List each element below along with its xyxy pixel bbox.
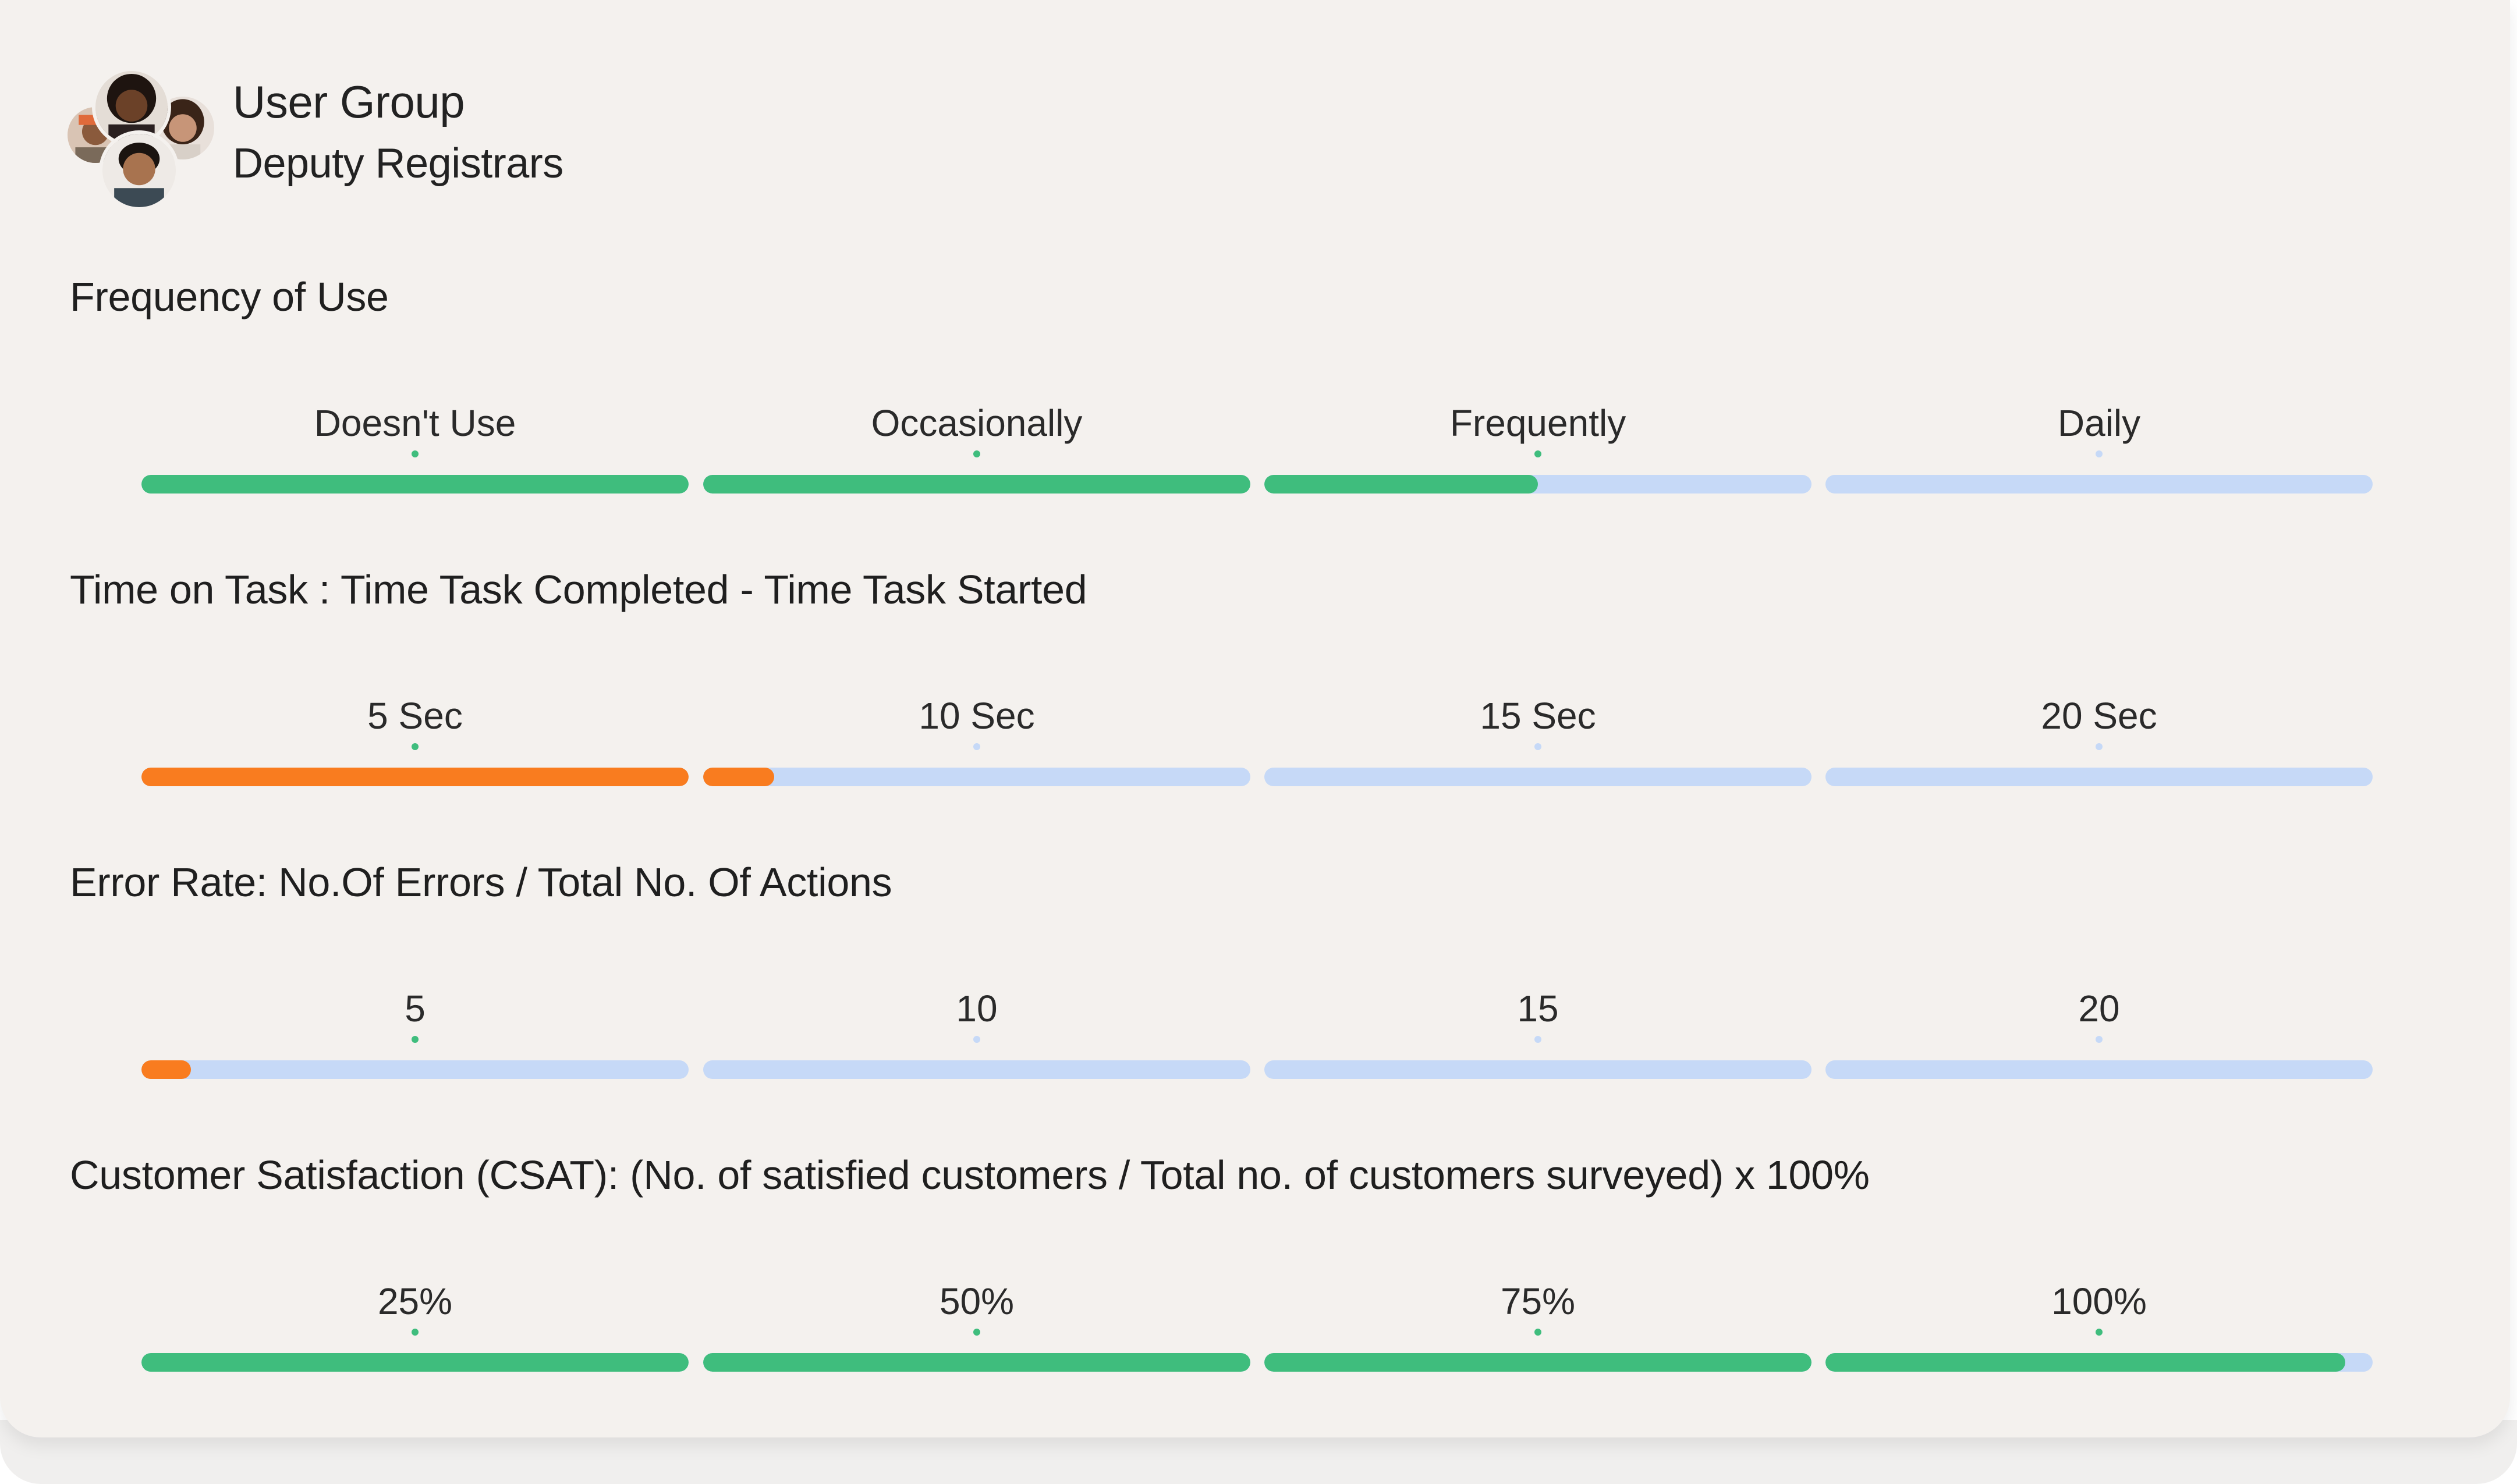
- segment-label: 75%: [1500, 1280, 1576, 1322]
- segment-marker-dot: [973, 1329, 980, 1336]
- segment-label: Daily: [2057, 402, 2141, 444]
- segment-label: 20: [2078, 988, 2120, 1029]
- scale-segment: 20 Sec: [1825, 694, 2373, 787]
- segment-label: 50%: [939, 1280, 1015, 1322]
- segment-label: Occasionally: [871, 402, 1083, 444]
- segment-label: 10: [956, 988, 998, 1029]
- metric-title: Time on Task : Time Task Completed - Tim…: [70, 567, 1087, 612]
- segment-fill: [1264, 1353, 1811, 1372]
- segment-fill: [141, 1353, 689, 1372]
- segment-fill: [141, 1060, 191, 1079]
- segment-marker-dot: [973, 743, 980, 750]
- segment-label: Frequently: [1449, 402, 1626, 444]
- scale-segment: 5 Sec: [141, 694, 689, 787]
- segment-track: [1825, 768, 2373, 786]
- segment-label: 15 Sec: [1480, 695, 1596, 737]
- segment-marker-dot: [1534, 1036, 1541, 1043]
- scale-segment: 20: [1825, 987, 2373, 1080]
- segment-marker-dot: [2096, 1036, 2103, 1043]
- segment-label: 20 Sec: [2041, 695, 2157, 737]
- segment-track: [1264, 1060, 1811, 1079]
- segment-track: [703, 475, 1250, 494]
- scale-segment: 10: [703, 987, 1250, 1080]
- user-group-metrics-card: User Group Deputy Registrars Frequency o…: [0, 0, 2510, 1437]
- segment-track: [141, 1060, 689, 1079]
- segment-label: 25%: [377, 1280, 453, 1322]
- segment-fill: [1264, 475, 1538, 494]
- scale-segment: 15: [1264, 987, 1811, 1080]
- segment-track: [1825, 475, 2373, 494]
- segment-track: [141, 475, 689, 494]
- segment-track: [703, 1060, 1250, 1079]
- segment-track: [141, 1353, 689, 1372]
- segment-label: Doesn't Use: [314, 402, 516, 444]
- segment-track: [1825, 1060, 2373, 1079]
- user-group-name: Deputy Registrars: [233, 140, 563, 187]
- segment-label: 5 Sec: [367, 695, 463, 737]
- segment-marker-dot: [412, 1329, 419, 1336]
- segment-marker-dot: [412, 743, 419, 750]
- scale-segment: 15 Sec: [1264, 694, 1811, 787]
- scale-segment: 10 Sec: [703, 694, 1250, 787]
- scale-segment: 25%: [141, 1280, 689, 1373]
- segment-fill: [141, 475, 689, 494]
- segment-fill: [1825, 1353, 2345, 1372]
- segment-fill: [703, 1353, 1250, 1372]
- scale-segment: 75%: [1264, 1280, 1811, 1373]
- segment-label: 15: [1517, 988, 1559, 1029]
- scale-segment: Occasionally: [703, 402, 1250, 495]
- segment-marker-dot: [973, 1036, 980, 1043]
- metric-title: Customer Satisfaction (CSAT): (No. of sa…: [70, 1152, 1870, 1198]
- segment-fill: [141, 768, 689, 786]
- metric-title: Frequency of Use: [70, 274, 389, 319]
- scale-segment: Frequently: [1264, 402, 1811, 495]
- scale-segment: Doesn't Use: [141, 402, 689, 495]
- user-group-label: User Group: [233, 76, 465, 127]
- metric-title: Error Rate: No.Of Errors / Total No. Of …: [70, 860, 892, 905]
- segment-track: [703, 1353, 1250, 1372]
- segment-track: [1825, 1353, 2373, 1372]
- scale-segment: 50%: [703, 1280, 1250, 1373]
- scale-segment: 5: [141, 987, 689, 1080]
- segment-track: [1264, 768, 1811, 786]
- segment-label: 100%: [2051, 1280, 2147, 1322]
- segment-track: [703, 768, 1250, 786]
- segment-marker-dot: [1534, 743, 1541, 750]
- scale-segment: 100%: [1825, 1280, 2373, 1373]
- avatar: [99, 130, 179, 211]
- segment-track: [1264, 475, 1811, 494]
- avatar: [92, 68, 171, 147]
- segment-fill: [703, 475, 1250, 494]
- segment-label: 5: [405, 988, 426, 1029]
- segment-marker-dot: [1534, 1329, 1541, 1336]
- segment-track: [1264, 1353, 1811, 1372]
- scale-segment: Daily: [1825, 402, 2373, 495]
- segment-marker-dot: [412, 450, 419, 457]
- segment-marker-dot: [412, 1036, 419, 1043]
- segment-marker-dot: [2096, 743, 2103, 750]
- segment-marker-dot: [2096, 450, 2103, 457]
- segment-marker-dot: [1534, 450, 1541, 457]
- segment-marker-dot: [973, 450, 980, 457]
- segment-fill: [703, 768, 775, 786]
- segment-track: [141, 768, 689, 786]
- segment-marker-dot: [2096, 1329, 2103, 1336]
- segment-label: 10 Sec: [919, 695, 1035, 737]
- user-avatars-stack-icon: [64, 68, 218, 211]
